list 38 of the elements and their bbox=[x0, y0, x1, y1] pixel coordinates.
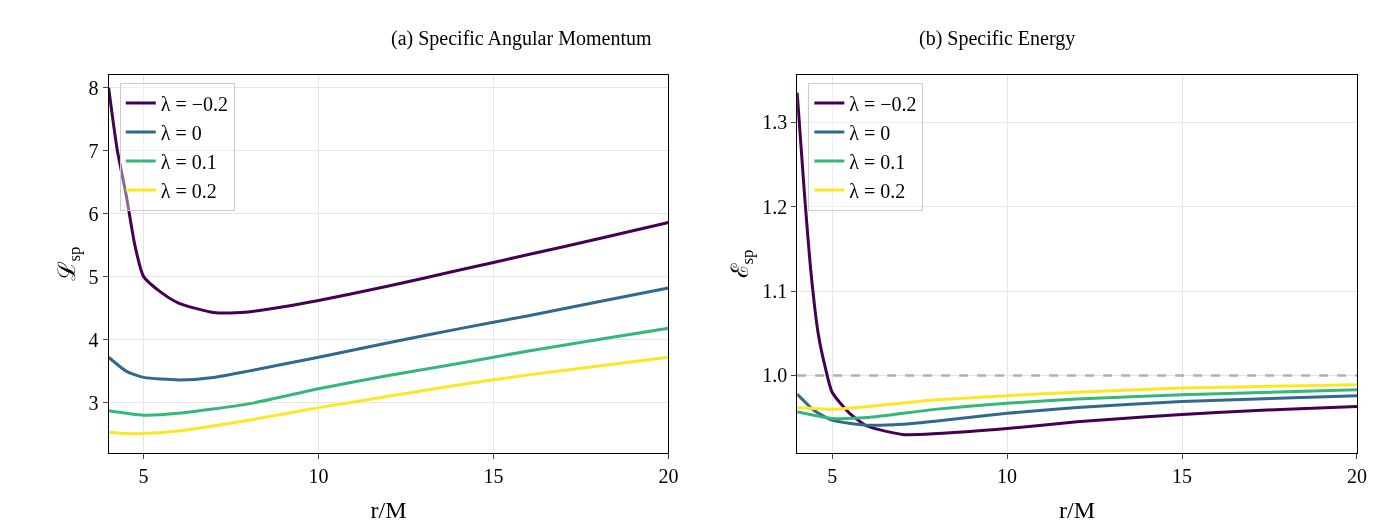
line-series bbox=[797, 91, 1357, 437]
y-tick-label: 7 bbox=[88, 139, 99, 162]
legend-label: λ = 0.1 bbox=[160, 150, 217, 173]
y-tick-label: 8 bbox=[88, 76, 99, 99]
x-axis-title: r/M bbox=[370, 497, 407, 524]
line-series bbox=[797, 388, 1357, 421]
x-tick-label: 5 bbox=[138, 465, 149, 487]
legend-label: λ = −0.2 bbox=[160, 92, 229, 115]
legend-label: λ = 0.2 bbox=[160, 179, 217, 202]
y-tick-label: 6 bbox=[88, 202, 99, 225]
line-series bbox=[797, 383, 1357, 411]
y-tick-label: 1.2 bbox=[762, 195, 788, 218]
x-tick-label: 10 bbox=[997, 465, 1018, 487]
y-tick-label: 1.3 bbox=[762, 111, 788, 134]
line-series bbox=[108, 355, 669, 436]
legend-label: λ = −0.2 bbox=[849, 92, 917, 115]
x-tick-label: 15 bbox=[483, 465, 504, 487]
y-tick-label: 1.0 bbox=[762, 364, 788, 387]
chart-title: (a) Specific Angular Momentum bbox=[391, 27, 652, 50]
legend-label: λ = 0 bbox=[160, 121, 202, 144]
y-tick-label: 1.1 bbox=[762, 280, 788, 302]
x-tick-label: 10 bbox=[308, 465, 329, 487]
y-tick-label: 3 bbox=[88, 391, 99, 414]
line-series bbox=[108, 286, 669, 382]
legend-label: λ = 0.1 bbox=[849, 150, 906, 173]
line-series bbox=[108, 326, 669, 417]
chart-title: (b) Specific Energy bbox=[919, 27, 1076, 50]
line-series bbox=[797, 392, 1357, 427]
legend-label: λ = 0.2 bbox=[849, 179, 906, 202]
y-tick-label: 4 bbox=[88, 328, 99, 351]
line-series bbox=[108, 86, 669, 315]
y-tick-label: 5 bbox=[88, 265, 99, 288]
x-tick-label: 5 bbox=[827, 465, 838, 487]
x-tick-label: 20 bbox=[658, 465, 679, 487]
legend-label: λ = 0 bbox=[849, 121, 891, 144]
x-axis-title: r/M bbox=[1059, 497, 1096, 524]
x-tick-label: 15 bbox=[1172, 465, 1193, 487]
x-tick-label: 20 bbox=[1346, 465, 1367, 487]
